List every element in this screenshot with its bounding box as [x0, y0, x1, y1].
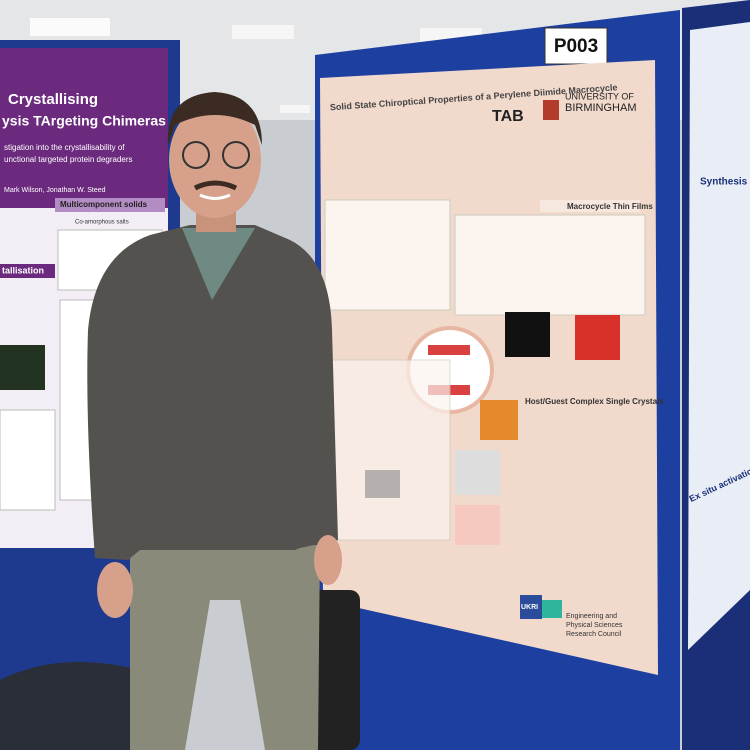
glasses [182, 141, 210, 169]
funder-logo-mark [542, 600, 562, 618]
poster-authors: Mark Wilson, Jonathan W. Steed [4, 187, 106, 194]
figure [455, 450, 500, 495]
moustache [193, 180, 238, 191]
figure [575, 315, 620, 360]
board-label-card [544, 27, 608, 65]
section-title: Synthesis [700, 177, 748, 188]
funder-logo-mark [520, 595, 542, 619]
figure-panel [324, 359, 451, 541]
figure [455, 505, 500, 545]
poster-subtitle: stigation into the crystallisability of [4, 143, 125, 152]
section-header [0, 264, 55, 278]
poster-subtitle: unctional targeted protein degraders [4, 155, 133, 164]
logo: TAB [492, 108, 524, 125]
smile [199, 193, 231, 200]
sweater [87, 225, 338, 560]
funder-name: Engineering and [566, 613, 617, 620]
figure [0, 345, 45, 390]
hand [314, 535, 342, 585]
funder-name: Research Council [566, 631, 622, 638]
board-label: P003 [554, 36, 598, 57]
figure-panel [454, 214, 646, 316]
poster-title: Crystallising [8, 91, 98, 108]
right-poster [688, 22, 750, 650]
shirt-collar [182, 228, 255, 300]
jacket [0, 662, 150, 750]
crest [543, 100, 559, 120]
section-title: Multicomponent solids [60, 200, 148, 209]
molecule [428, 345, 470, 355]
hair [167, 92, 262, 145]
figure [0, 409, 56, 511]
figure [480, 400, 518, 440]
section-subtitle: Co-amorphous salts [75, 220, 129, 226]
figure-panel [324, 199, 451, 311]
section-title: Macrocycle Thin Films [567, 202, 653, 211]
face [169, 102, 261, 218]
section-title: tallisation [2, 265, 44, 275]
section-header [540, 200, 640, 212]
ceiling-light [280, 105, 310, 113]
ceiling-light [232, 25, 294, 39]
hand [97, 562, 133, 618]
section-title: Host/Guest Complex Single Crystals [525, 397, 664, 406]
glasses [222, 141, 250, 169]
university-name: UNIVERSITY OF [565, 91, 634, 101]
trousers [130, 545, 320, 750]
figure [505, 312, 550, 357]
section-header [55, 198, 165, 212]
funder-name: Physical Sciences [566, 622, 623, 629]
funder-logo: UKRI [521, 604, 538, 611]
left-poster-header [0, 48, 168, 208]
ceiling-light [30, 18, 110, 36]
university-name: BIRMINGHAM [565, 102, 637, 114]
poster-title: ysis TArgeting Chimeras [2, 113, 166, 129]
